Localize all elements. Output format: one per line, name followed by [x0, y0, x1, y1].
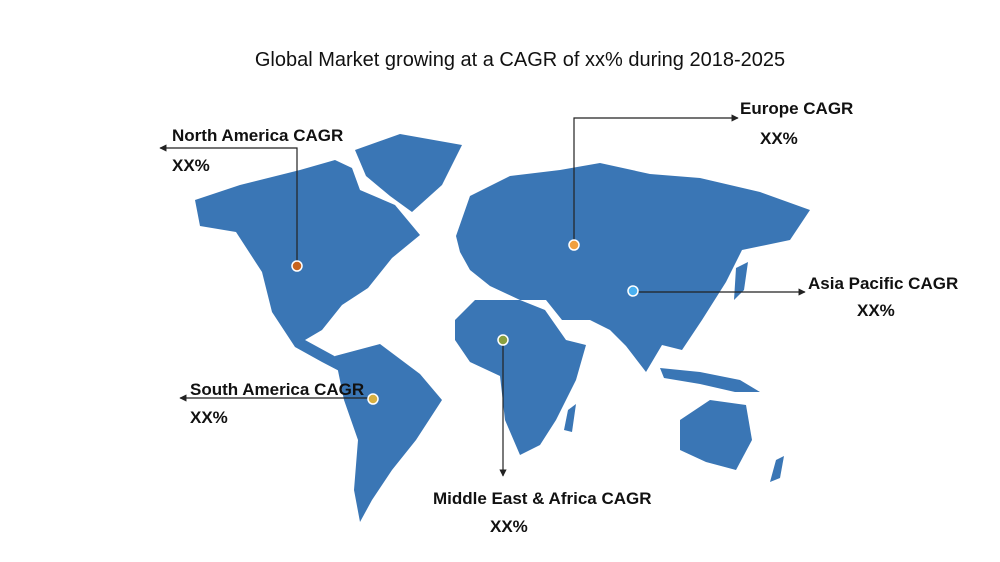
australia: [680, 400, 752, 470]
marker: [627, 285, 639, 297]
south-america-callout: South America CAGR XX%: [179, 380, 379, 427]
africa: [455, 300, 586, 455]
world-map: [195, 134, 810, 522]
region-label: Europe CAGR: [740, 99, 853, 118]
asia-pacific-callout: Asia Pacific CAGR XX%: [627, 274, 958, 320]
leader-line: [159, 144, 298, 266]
marker: [568, 239, 580, 251]
region-value: XX%: [857, 301, 895, 320]
region-value: XX%: [190, 408, 228, 427]
europe-callout: Europe CAGR XX%: [568, 99, 853, 251]
japan: [734, 262, 748, 300]
marker: [291, 260, 303, 272]
new-zealand: [770, 456, 784, 482]
eurasia: [456, 163, 810, 372]
greenland: [355, 134, 462, 212]
region-value: XX%: [760, 129, 798, 148]
region-label: Asia Pacific CAGR: [808, 274, 958, 293]
region-value: XX%: [172, 156, 210, 175]
south-america: [335, 344, 442, 522]
leader-line: [573, 114, 739, 245]
marker: [367, 393, 379, 405]
indonesia: [660, 368, 760, 392]
region-label: North America CAGR: [172, 126, 343, 145]
north-america-callout: North America CAGR XX%: [159, 126, 343, 272]
region-value: XX%: [490, 517, 528, 536]
title: Global Market growing at a CAGR of xx% d…: [255, 49, 785, 71]
region-label: Middle East & Africa CAGR: [433, 489, 652, 508]
north-america: [195, 160, 420, 374]
british-isles: [462, 214, 474, 240]
marker: [497, 334, 509, 346]
madagascar: [564, 404, 576, 432]
mea-callout: Middle East & Africa CAGR XX%: [433, 334, 652, 536]
region-label: South America CAGR: [190, 380, 364, 399]
